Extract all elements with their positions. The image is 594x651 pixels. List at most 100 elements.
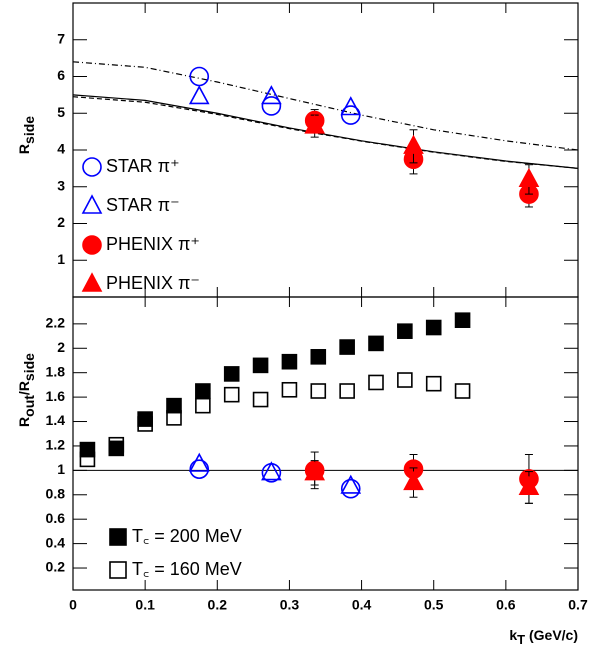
marker — [304, 114, 326, 134]
marker — [425, 375, 442, 392]
marker — [425, 319, 442, 336]
marker — [252, 391, 269, 408]
y-tick-label: 0.4 — [46, 534, 66, 550]
series — [304, 114, 540, 195]
marker — [223, 386, 240, 403]
y-tick-label: 0.2 — [46, 559, 66, 575]
marker — [79, 441, 96, 458]
x-tick-label: 0.2 — [208, 597, 228, 613]
marker — [310, 349, 327, 365]
series — [304, 460, 540, 504]
y-axis-title-part: R — [16, 144, 32, 154]
series — [304, 109, 539, 208]
legend-marker — [81, 194, 103, 214]
marker — [454, 312, 471, 328]
marker — [108, 440, 125, 457]
y-tick-label: 1.4 — [46, 412, 66, 428]
y-axis-title-part: R — [16, 417, 32, 427]
marker — [166, 410, 182, 426]
marker — [223, 366, 240, 382]
model-curve — [72, 96, 579, 169]
marker — [310, 383, 327, 399]
y-tick-label: 2 — [57, 214, 65, 230]
x-tick-label: 0 — [69, 597, 77, 613]
legend-marker — [109, 561, 127, 579]
y-axis-title-part: out — [21, 395, 37, 417]
x-axis-title-part: (GeV/c) — [525, 627, 578, 643]
y-axis-title-part: side — [21, 116, 37, 144]
marker — [261, 96, 282, 116]
x-axis-title-part: T — [517, 632, 525, 647]
x-axis-title: kT (GeV/c) — [509, 627, 578, 648]
legend-label: STAR π⁻ — [106, 195, 180, 215]
y-tick-label: 7 — [57, 30, 65, 46]
marker — [340, 478, 361, 499]
marker — [339, 383, 355, 399]
y-tick-label: 1.6 — [46, 388, 66, 404]
x-tick-label: 0.3 — [280, 597, 300, 613]
marker — [339, 339, 355, 355]
series — [304, 451, 539, 504]
series — [188, 452, 362, 494]
marker — [397, 323, 413, 339]
marker — [304, 461, 326, 481]
y-tick-label: 3 — [57, 177, 65, 193]
legend-marker — [109, 528, 127, 546]
marker — [261, 85, 282, 105]
marker — [108, 436, 125, 453]
y-tick-label: 4 — [57, 141, 65, 157]
marker — [189, 459, 210, 479]
y-tick-label: 6 — [57, 67, 65, 83]
marker — [368, 374, 384, 391]
marker — [188, 85, 210, 105]
marker — [137, 416, 153, 432]
marker — [252, 357, 269, 374]
model-curve — [72, 61, 579, 151]
legend-label: PHENIX π⁻ — [106, 273, 200, 293]
x-tick-label: 0.7 — [568, 597, 588, 613]
y-tick-label: 0.6 — [46, 510, 66, 526]
y-tick-label: 1.8 — [46, 363, 66, 379]
marker — [340, 474, 362, 494]
frame — [72, 296, 579, 591]
legend-marker — [82, 157, 102, 177]
marker — [79, 451, 96, 468]
marker — [403, 470, 424, 491]
marker — [518, 167, 540, 187]
legend-label: STAR π⁺ — [106, 156, 180, 176]
y-tick-label: 1 — [57, 251, 65, 267]
marker — [195, 397, 211, 414]
x-tick-label: 0.1 — [135, 597, 155, 613]
marker — [137, 411, 153, 427]
marker — [518, 475, 540, 496]
series — [79, 312, 471, 458]
y-tick-label: 0.8 — [46, 485, 66, 501]
marker — [454, 383, 471, 399]
marker — [166, 397, 182, 414]
marker — [281, 353, 298, 370]
marker — [403, 134, 424, 154]
series — [189, 66, 361, 125]
marker — [368, 335, 384, 352]
marker — [261, 461, 282, 481]
y-tick-label: 1.2 — [46, 437, 66, 453]
legend-marker — [82, 235, 102, 255]
legend-marker — [81, 272, 103, 292]
series — [188, 85, 362, 116]
x-tick-label: 0.4 — [352, 597, 372, 613]
marker — [195, 383, 211, 399]
marker — [281, 381, 298, 398]
y-axis-title-part: /R — [16, 381, 32, 395]
legend-label: PHENIX π⁺ — [106, 234, 200, 254]
y-axis-title-part: side — [21, 353, 37, 381]
y-tick-label: 5 — [57, 104, 65, 120]
x-axis-title-part: k — [509, 627, 517, 643]
marker — [188, 452, 210, 472]
y-tick-label: 2 — [57, 339, 65, 355]
y-axis-title: Rout/Rside — [16, 353, 37, 427]
y-tick-label: 2.2 — [46, 315, 66, 331]
marker — [340, 96, 362, 116]
y-axis-title: Rside — [16, 116, 37, 154]
y-tick-label: 1 — [57, 461, 65, 477]
